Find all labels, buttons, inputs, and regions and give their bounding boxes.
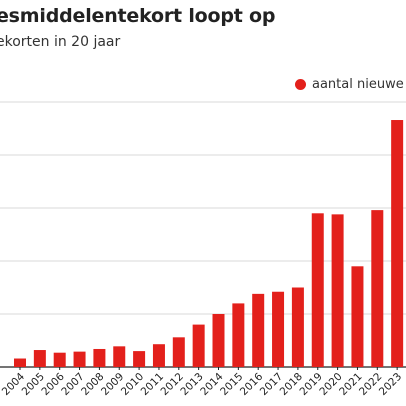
chart-title: esmiddelentekort loopt op xyxy=(0,5,276,27)
bar-2019 xyxy=(311,213,324,367)
x-tick-label-2023: 2023 xyxy=(377,371,404,398)
bar-2006 xyxy=(53,352,66,367)
bar-2015 xyxy=(232,303,245,367)
bar-2023 xyxy=(391,120,404,368)
bar-2022 xyxy=(371,210,384,367)
bar-2017 xyxy=(272,291,285,367)
bar-2005 xyxy=(33,350,46,367)
bar-2013 xyxy=(192,324,205,367)
legend-label: aantal nieuwe xyxy=(312,77,404,92)
legend: aantal nieuwe xyxy=(295,77,404,92)
bar-2018 xyxy=(291,287,304,367)
bar-2009 xyxy=(113,346,126,367)
bar-2011 xyxy=(152,344,165,367)
legend-swatch xyxy=(295,79,306,90)
bar-2004 xyxy=(14,358,26,367)
bar-2014 xyxy=(212,314,225,367)
bars xyxy=(14,120,404,368)
chart-subtitle: ekorten in 20 jaar xyxy=(0,34,121,50)
bar-2012 xyxy=(172,337,185,367)
bar-2007 xyxy=(73,351,86,367)
bar-2021 xyxy=(351,266,364,367)
x-axis: 2004200520062007200820092010201120122013… xyxy=(0,367,404,398)
bar-2016 xyxy=(252,293,265,367)
bar-2010 xyxy=(133,351,146,367)
bar-2020 xyxy=(331,214,344,367)
bar-2008 xyxy=(93,348,106,367)
